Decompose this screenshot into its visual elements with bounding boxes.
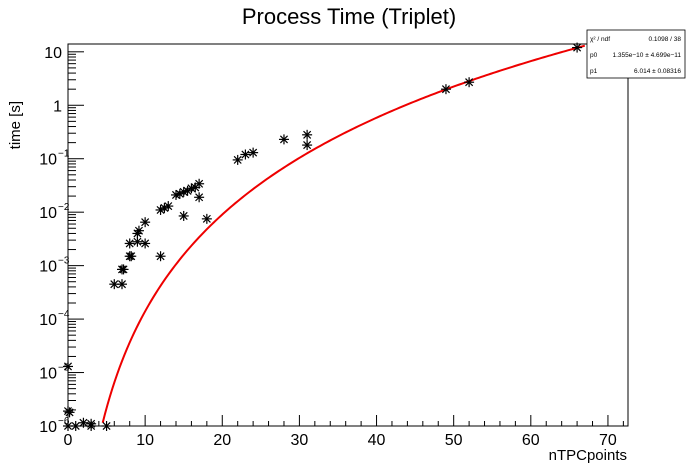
x-tick-label: 10 [136,432,154,449]
y-tick-exponent: −3 [58,256,70,267]
data-point [163,201,174,212]
x-axis: 0 10 20 30 40 50 60 70 [64,415,624,449]
data-point [78,417,89,428]
y-tick-label: 10 [39,312,57,329]
fit-stats-box: χ² / ndf 0.1098 / 38 p0 1.355e−10 ± 4.69… [586,29,686,79]
stats-chi2-value: 0.1098 / 38 [648,36,681,43]
data-point [126,251,137,262]
data-point [178,210,189,221]
stats-chi2-label: χ² / ndf [590,36,610,43]
data-point [133,225,144,236]
x-tick-label: 40 [368,432,386,449]
x-tick-label: 70 [599,432,617,449]
data-point [278,134,289,145]
data-point [248,147,259,158]
y-axis-title: time [s] [7,101,24,149]
data-point [63,361,73,372]
y-tick-label: 10 [39,152,57,169]
data-point [116,279,127,290]
y-tick-label: 10 [44,45,62,62]
data-point [464,77,475,88]
plot-frame [67,43,629,427]
y-tick-exponent: −6 [58,416,70,427]
chart-title: Process Time (Triplet) [242,4,456,29]
plot-area-border [67,43,629,427]
x-tick-label: 60 [522,432,540,449]
data-point [155,251,166,262]
data-point [64,407,75,418]
stats-p1-value: 6.014 ± 0.08316 [634,68,681,75]
y-tick-exponent: −5 [58,363,70,374]
x-axis-title: nTPCpoints [549,447,627,464]
x-tick-label: 20 [213,432,231,449]
data-point [572,42,583,53]
stats-p0-value: 1.355e−10 ± 4.699e−11 [612,52,681,59]
data-point [201,213,212,224]
data-point [232,154,243,165]
data-point [86,421,97,431]
data-point [440,84,451,95]
data-point [101,421,112,431]
y-tick-label: 10 [39,366,57,383]
data-point [302,140,313,151]
y-tick-exponent: −2 [58,202,70,213]
stats-box-frame [586,29,686,79]
y-tick-label: 10 [39,205,57,222]
fit-curve-layer [101,44,586,424]
data-point [124,238,135,249]
data-point [194,192,205,203]
data-point [194,178,205,189]
data-point [302,129,313,140]
x-tick-label: 50 [445,432,463,449]
y-tick-label: 10 [39,419,57,436]
stats-p0-label: p0 [590,52,598,59]
fit-curve [101,44,586,424]
data-point [140,217,151,228]
data-point [140,238,151,249]
x-tick-label: 0 [64,432,73,449]
y-tick-exponent: −4 [58,309,70,320]
stats-p1-label: p1 [590,68,598,75]
data-point [70,421,81,431]
y-tick-label: 1 [53,98,62,115]
data-point [118,264,129,275]
y-tick-exponent: −1 [58,149,70,160]
y-tick-label: 10 [39,259,57,276]
data-point [155,204,166,215]
data-points-layer [63,42,583,431]
x-tick-label: 30 [291,432,309,449]
data-point [240,149,251,160]
